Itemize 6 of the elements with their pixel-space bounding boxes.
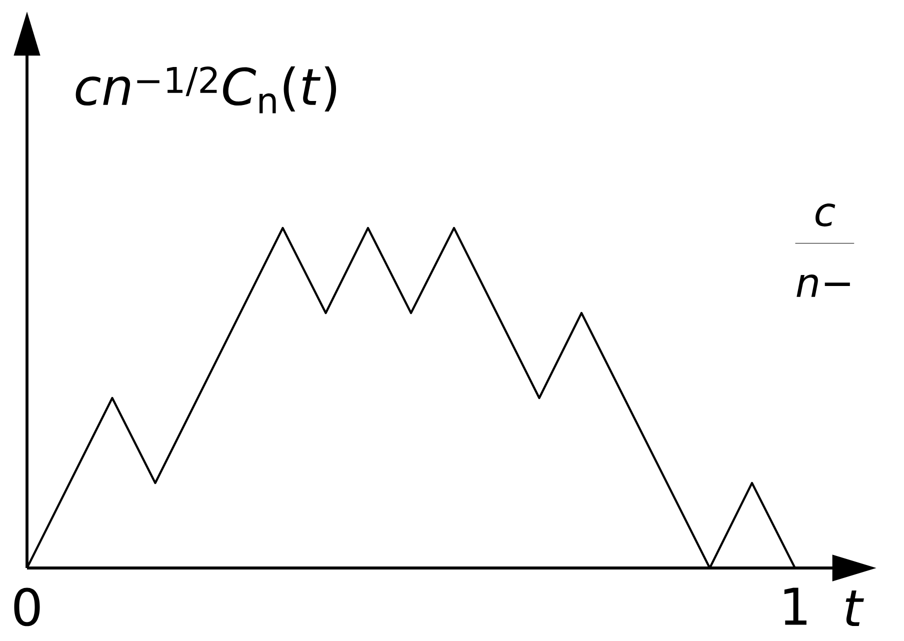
x-tick-label: 1	[784, 588, 806, 625]
y-axis-title: cn$^{−1/2}$C$_{n}$(t)	[76, 66, 336, 114]
annotation: n−	[796, 274, 850, 297]
x-tick-label: 0	[14, 588, 40, 626]
x-axis-title: t	[846, 590, 864, 626]
text: c	[816, 204, 836, 226]
